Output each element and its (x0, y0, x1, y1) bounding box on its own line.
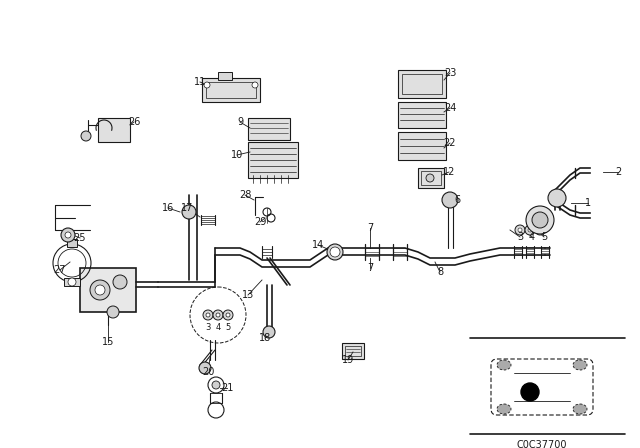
Circle shape (526, 206, 554, 234)
Circle shape (61, 228, 75, 242)
Circle shape (90, 280, 110, 300)
Circle shape (206, 313, 210, 317)
Circle shape (518, 228, 522, 232)
Circle shape (95, 285, 105, 295)
Text: C0C37700: C0C37700 (516, 440, 567, 448)
Circle shape (330, 247, 340, 257)
Text: 4: 4 (529, 232, 535, 242)
Bar (398, 102, 446, 128)
Circle shape (515, 225, 525, 235)
Bar (218, 72, 232, 80)
Text: 6: 6 (454, 195, 460, 205)
Circle shape (548, 189, 566, 207)
Circle shape (107, 306, 119, 318)
Bar (248, 118, 290, 140)
Text: 21: 21 (221, 383, 233, 393)
Bar (206, 82, 256, 98)
Text: 13: 13 (242, 290, 254, 300)
Text: 4: 4 (216, 323, 221, 332)
Circle shape (216, 313, 220, 317)
Text: 3: 3 (517, 232, 523, 242)
Circle shape (327, 244, 343, 260)
Text: 25: 25 (74, 233, 86, 243)
Circle shape (426, 174, 434, 182)
Circle shape (532, 212, 548, 228)
Bar (342, 343, 364, 359)
Circle shape (223, 310, 233, 320)
Text: 27: 27 (54, 265, 67, 275)
Circle shape (521, 383, 539, 401)
Text: 7: 7 (367, 223, 373, 233)
Text: 15: 15 (102, 337, 114, 347)
Bar (98, 118, 130, 142)
Circle shape (226, 313, 230, 317)
Bar (402, 74, 442, 94)
Text: 17: 17 (181, 203, 193, 213)
Text: 3: 3 (205, 323, 211, 332)
Circle shape (252, 82, 258, 88)
Text: 20: 20 (202, 367, 214, 377)
Bar (80, 268, 136, 312)
Circle shape (68, 278, 76, 286)
Ellipse shape (573, 360, 587, 370)
Text: 9: 9 (237, 117, 243, 127)
Circle shape (65, 232, 71, 238)
Text: 7: 7 (367, 263, 373, 273)
Circle shape (528, 228, 532, 232)
Ellipse shape (497, 360, 511, 370)
Bar (418, 168, 444, 188)
Text: 11: 11 (194, 77, 206, 87)
Circle shape (182, 205, 196, 219)
Circle shape (213, 310, 223, 320)
Text: 19: 19 (342, 355, 354, 365)
Text: 1: 1 (585, 198, 591, 208)
Circle shape (538, 228, 542, 232)
Text: 10: 10 (231, 150, 243, 160)
Circle shape (442, 192, 458, 208)
Text: 18: 18 (259, 333, 271, 343)
Circle shape (204, 82, 210, 88)
Bar (202, 78, 260, 102)
Circle shape (535, 225, 545, 235)
Ellipse shape (497, 404, 511, 414)
Bar (345, 346, 361, 356)
Circle shape (199, 362, 211, 374)
Text: 22: 22 (444, 138, 456, 148)
Text: 14: 14 (312, 240, 324, 250)
Text: 5: 5 (225, 323, 230, 332)
Bar (421, 171, 441, 185)
Text: 29: 29 (254, 217, 266, 227)
Text: 16: 16 (162, 203, 174, 213)
Circle shape (525, 225, 535, 235)
Circle shape (81, 131, 91, 141)
Text: 12: 12 (443, 167, 455, 177)
Text: 28: 28 (239, 190, 251, 200)
Circle shape (113, 275, 127, 289)
Circle shape (212, 381, 220, 389)
Text: 24: 24 (444, 103, 456, 113)
Text: 23: 23 (444, 68, 456, 78)
Bar (398, 70, 446, 98)
Ellipse shape (573, 404, 587, 414)
Text: 2: 2 (615, 167, 621, 177)
Bar (67, 239, 77, 247)
Text: 26: 26 (128, 117, 140, 127)
Bar (398, 132, 446, 160)
Text: 8: 8 (437, 267, 443, 277)
Text: 5: 5 (541, 232, 547, 242)
Bar (64, 278, 80, 286)
Circle shape (203, 310, 213, 320)
Circle shape (263, 326, 275, 338)
Bar (248, 142, 298, 178)
